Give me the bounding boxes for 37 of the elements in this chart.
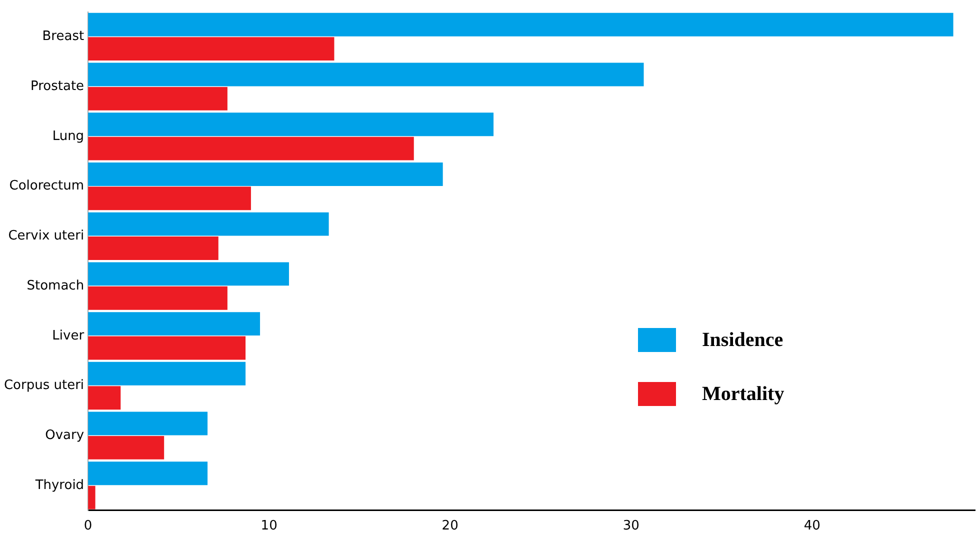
bar (88, 286, 228, 310)
bar (88, 162, 443, 186)
bar (88, 262, 289, 286)
bar (88, 312, 260, 336)
bar (88, 12, 954, 36)
x-tick-label: 10 (260, 518, 278, 534)
bar (88, 86, 228, 110)
bar (88, 112, 494, 136)
bar (88, 186, 251, 210)
y-tick-label: Cervix uteri (8, 228, 84, 244)
bar (88, 462, 208, 486)
bar (88, 136, 414, 160)
y-tick-label: Stomach (26, 278, 84, 294)
legend-label: Insidence (702, 328, 784, 352)
x-tick-label: 40 (804, 518, 820, 534)
y-tick-label: Ovary (45, 428, 84, 443)
bar (88, 62, 644, 86)
x-tick-label: 20 (442, 518, 458, 534)
bar (88, 412, 208, 436)
bar (88, 362, 246, 386)
y-tick-label: Breast (42, 29, 84, 44)
y-tick-label: Corpus uteri (4, 378, 84, 394)
y-tick-label: Colorectum (9, 178, 84, 194)
legend-label: Mortality (702, 382, 784, 406)
y-tick-label: Thyroid (34, 478, 84, 493)
y-tick-label: Lung (52, 128, 84, 144)
bar (88, 386, 121, 410)
x-tick-label: 30 (622, 518, 640, 534)
bar (88, 436, 164, 460)
bar (88, 336, 246, 360)
bar (88, 486, 96, 510)
bar (88, 37, 334, 61)
y-tick-label: Prostate (30, 78, 84, 94)
y-tick-label: Liver (52, 328, 85, 344)
bar (88, 236, 218, 260)
bar (88, 212, 329, 236)
x-tick-label: 0 (84, 518, 92, 534)
